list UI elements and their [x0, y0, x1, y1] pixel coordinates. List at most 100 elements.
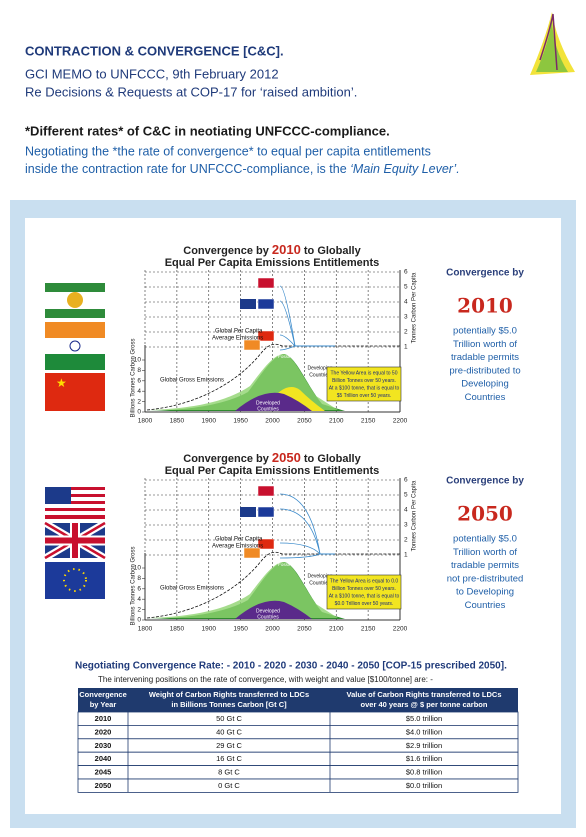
chart-flag	[257, 277, 275, 289]
y2-tick-label: 2	[404, 537, 408, 544]
header-cell: by Year	[90, 700, 117, 709]
y-tick-label: 8	[137, 575, 141, 582]
per-capita-line	[146, 343, 400, 411]
flag-in	[45, 338, 105, 354]
x-tick-label: 1950	[233, 626, 248, 633]
section-heading: *Different rates* of C&C in neotiating U…	[25, 123, 390, 138]
info-box	[326, 574, 402, 610]
flag-us-stripe	[45, 487, 105, 490]
annotation: Developing	[307, 365, 332, 371]
table-row	[77, 738, 519, 753]
flag-in	[45, 354, 105, 370]
side-year: 2010	[457, 294, 513, 318]
y2-tick-label: 1	[404, 552, 408, 559]
annotation: Developing	[307, 573, 332, 579]
side-line: pre-distributed to	[449, 365, 520, 376]
x-tick-label: 2100	[329, 418, 344, 425]
flag-us-stripe	[45, 515, 105, 519]
annotation: Countries	[257, 406, 279, 412]
x-tick-label: 2150	[361, 418, 376, 425]
flag-in-wheel	[69, 340, 81, 352]
flag-us-stripe	[45, 508, 105, 511]
chart-title: Convergence by 2010 to Globally	[183, 242, 361, 257]
side-year: 2050	[457, 502, 513, 526]
chart-flag	[257, 538, 275, 550]
y2-tick-label: 5	[404, 284, 408, 291]
cell: $1.6 trillion	[406, 754, 442, 763]
side-line: Trillion worth of	[453, 339, 517, 350]
side-line: potentially $5.0	[453, 326, 517, 337]
header-line: GCI MEMO to UNFCCC, 9th February 2012	[25, 66, 279, 81]
side-heading: Convergence by	[446, 268, 524, 279]
x-tick-label: 2050	[297, 626, 312, 633]
convergence-line	[279, 553, 335, 559]
x-tick-label: 2200	[393, 418, 408, 425]
side-line: to Developing	[456, 587, 514, 598]
info-box-line: Billion Tonnes over 50 years.	[332, 378, 396, 384]
y-tick-label: 2	[137, 606, 141, 613]
title-part: Convergence by	[183, 453, 272, 465]
flag-cn-star: ★	[56, 376, 67, 390]
cell: $0.8 trillion	[406, 768, 442, 777]
x-tick-label: 1900	[202, 418, 217, 425]
cell: 8 Gt C	[218, 768, 240, 777]
flag-cn	[45, 373, 105, 411]
cell: 2050	[95, 781, 112, 790]
x-tick-label: 2000	[265, 418, 280, 425]
side-line: tradable permits	[451, 560, 519, 571]
annotation: Average Emissions	[212, 544, 263, 550]
cell: 2045	[95, 768, 112, 777]
y-tick-label: 6	[137, 586, 141, 593]
flag-us-stripe	[45, 501, 105, 504]
annotation: Developed	[256, 400, 280, 406]
section-line: inside the contraction rate for UNFCCC-c…	[25, 162, 460, 176]
y-tick-label: 8	[137, 367, 141, 374]
side-line: Trillion worth of	[453, 547, 517, 558]
annotation: Global Gross Emissions	[160, 586, 224, 592]
y2-tick-label: 3	[404, 314, 408, 321]
flag-eu-stars	[63, 568, 87, 592]
annotation: Fossil	[278, 562, 290, 567]
info-box-line: At a $100 tonne, that is equal to	[329, 385, 400, 391]
side-line: Countries	[465, 600, 506, 611]
annotation: Developed	[256, 608, 280, 614]
header-title: CONTRACTION & CONVERGENCE [C&C].	[25, 43, 284, 58]
header-line: Re Decisions & Requests at COP-17 for ‘r…	[25, 84, 357, 99]
section-line: Negotiating the *the rate of convergence…	[25, 144, 431, 158]
per-capita-line	[146, 551, 400, 619]
y-axis-label: Billions Tonnes Carbon Gross	[131, 339, 137, 418]
y2-tick-label: 6	[404, 269, 408, 276]
cell: 29 Gt C	[216, 741, 242, 750]
flag-us-stripe	[45, 494, 105, 497]
table-header	[78, 688, 518, 712]
title-part: Convergence by	[183, 245, 272, 257]
annotation: Countries	[257, 614, 279, 620]
cell: 2020	[95, 727, 112, 736]
chart-flag	[240, 507, 256, 517]
cell: $0.0 trillion	[406, 781, 442, 790]
x-tick-label: 2150	[361, 626, 376, 633]
y-tick-label: 2	[137, 398, 141, 405]
flag-in	[45, 322, 105, 338]
table-row	[77, 711, 519, 726]
side-line: tradable permits	[451, 352, 519, 363]
annotation: Global Per Capita	[215, 329, 263, 335]
side-line: not pre-distributed	[447, 573, 524, 584]
title-year: 2010	[272, 242, 301, 257]
info-box-line: The Yellow Area is equal to 50	[331, 370, 398, 376]
cell: $2.9 trillion	[406, 741, 442, 750]
x-tick-label: 1800	[138, 418, 153, 425]
info-box-line: $0.0 Trillion over 50 years.	[335, 601, 394, 607]
cell: 2040	[95, 754, 112, 763]
info-box	[326, 366, 402, 402]
chart-title: Convergence by 2050 to Globally	[183, 450, 361, 465]
title-part: to Globally	[301, 245, 362, 257]
x-tick-label: 1850	[170, 418, 185, 425]
y-tick-label: 10	[134, 357, 142, 364]
x-tick-label: 2050	[297, 418, 312, 425]
chart-flag	[257, 485, 275, 497]
y2-tick-label: 3	[404, 522, 408, 529]
y-axis-label: Billions Tonnes Carbon Gross	[131, 547, 137, 626]
